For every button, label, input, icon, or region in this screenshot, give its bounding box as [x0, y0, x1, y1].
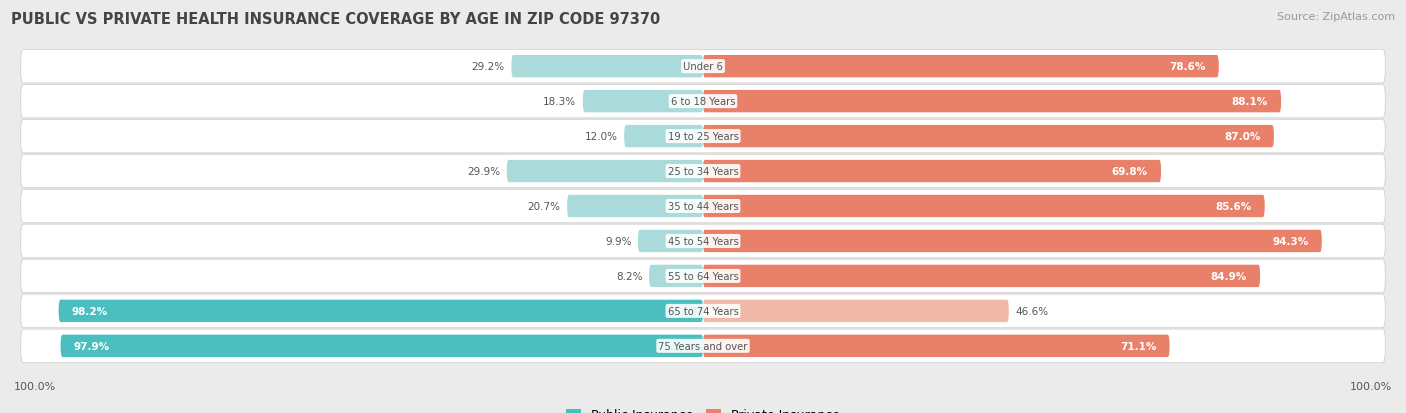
FancyBboxPatch shape [703, 91, 1281, 113]
FancyBboxPatch shape [21, 155, 1385, 188]
Text: 8.2%: 8.2% [616, 271, 643, 281]
FancyBboxPatch shape [21, 225, 1385, 258]
Text: 97.9%: 97.9% [73, 341, 110, 351]
FancyBboxPatch shape [59, 300, 703, 322]
FancyBboxPatch shape [703, 300, 1010, 322]
Text: 69.8%: 69.8% [1112, 166, 1147, 177]
Text: 12.0%: 12.0% [585, 132, 617, 142]
Text: 45 to 54 Years: 45 to 54 Years [668, 236, 738, 247]
FancyBboxPatch shape [21, 294, 1385, 328]
Text: 88.1%: 88.1% [1232, 97, 1268, 107]
FancyBboxPatch shape [512, 56, 703, 78]
Text: 29.2%: 29.2% [472, 62, 505, 72]
FancyBboxPatch shape [506, 161, 703, 183]
Text: 71.1%: 71.1% [1121, 341, 1156, 351]
Text: 94.3%: 94.3% [1272, 236, 1309, 247]
Text: PUBLIC VS PRIVATE HEALTH INSURANCE COVERAGE BY AGE IN ZIP CODE 97370: PUBLIC VS PRIVATE HEALTH INSURANCE COVER… [11, 12, 661, 27]
FancyBboxPatch shape [624, 126, 703, 148]
Text: 20.7%: 20.7% [527, 202, 561, 211]
Text: 98.2%: 98.2% [72, 306, 108, 316]
FancyBboxPatch shape [703, 161, 1161, 183]
FancyBboxPatch shape [650, 265, 703, 287]
FancyBboxPatch shape [567, 195, 703, 218]
Text: 78.6%: 78.6% [1170, 62, 1205, 72]
Text: Source: ZipAtlas.com: Source: ZipAtlas.com [1277, 12, 1395, 22]
FancyBboxPatch shape [703, 230, 1322, 252]
Text: Under 6: Under 6 [683, 62, 723, 72]
FancyBboxPatch shape [21, 190, 1385, 223]
Text: 25 to 34 Years: 25 to 34 Years [668, 166, 738, 177]
Text: 35 to 44 Years: 35 to 44 Years [668, 202, 738, 211]
FancyBboxPatch shape [703, 56, 1219, 78]
Text: 65 to 74 Years: 65 to 74 Years [668, 306, 738, 316]
Text: 6 to 18 Years: 6 to 18 Years [671, 97, 735, 107]
FancyBboxPatch shape [703, 195, 1265, 218]
FancyBboxPatch shape [703, 265, 1260, 287]
Text: 9.9%: 9.9% [605, 236, 631, 247]
Text: 18.3%: 18.3% [543, 97, 576, 107]
Text: 46.6%: 46.6% [1015, 306, 1049, 316]
Text: 87.0%: 87.0% [1225, 132, 1261, 142]
FancyBboxPatch shape [638, 230, 703, 252]
Text: 29.9%: 29.9% [467, 166, 501, 177]
Text: 19 to 25 Years: 19 to 25 Years [668, 132, 738, 142]
FancyBboxPatch shape [21, 50, 1385, 84]
FancyBboxPatch shape [583, 91, 703, 113]
FancyBboxPatch shape [21, 329, 1385, 363]
Legend: Public Insurance, Private Insurance: Public Insurance, Private Insurance [561, 404, 845, 413]
Text: 85.6%: 85.6% [1215, 202, 1251, 211]
FancyBboxPatch shape [60, 335, 703, 357]
FancyBboxPatch shape [21, 259, 1385, 293]
Text: 84.9%: 84.9% [1211, 271, 1247, 281]
FancyBboxPatch shape [703, 126, 1274, 148]
FancyBboxPatch shape [703, 335, 1170, 357]
Text: 100.0%: 100.0% [1350, 382, 1392, 392]
FancyBboxPatch shape [21, 85, 1385, 119]
Text: 100.0%: 100.0% [14, 382, 56, 392]
Text: 55 to 64 Years: 55 to 64 Years [668, 271, 738, 281]
Text: 75 Years and over: 75 Years and over [658, 341, 748, 351]
FancyBboxPatch shape [21, 120, 1385, 154]
